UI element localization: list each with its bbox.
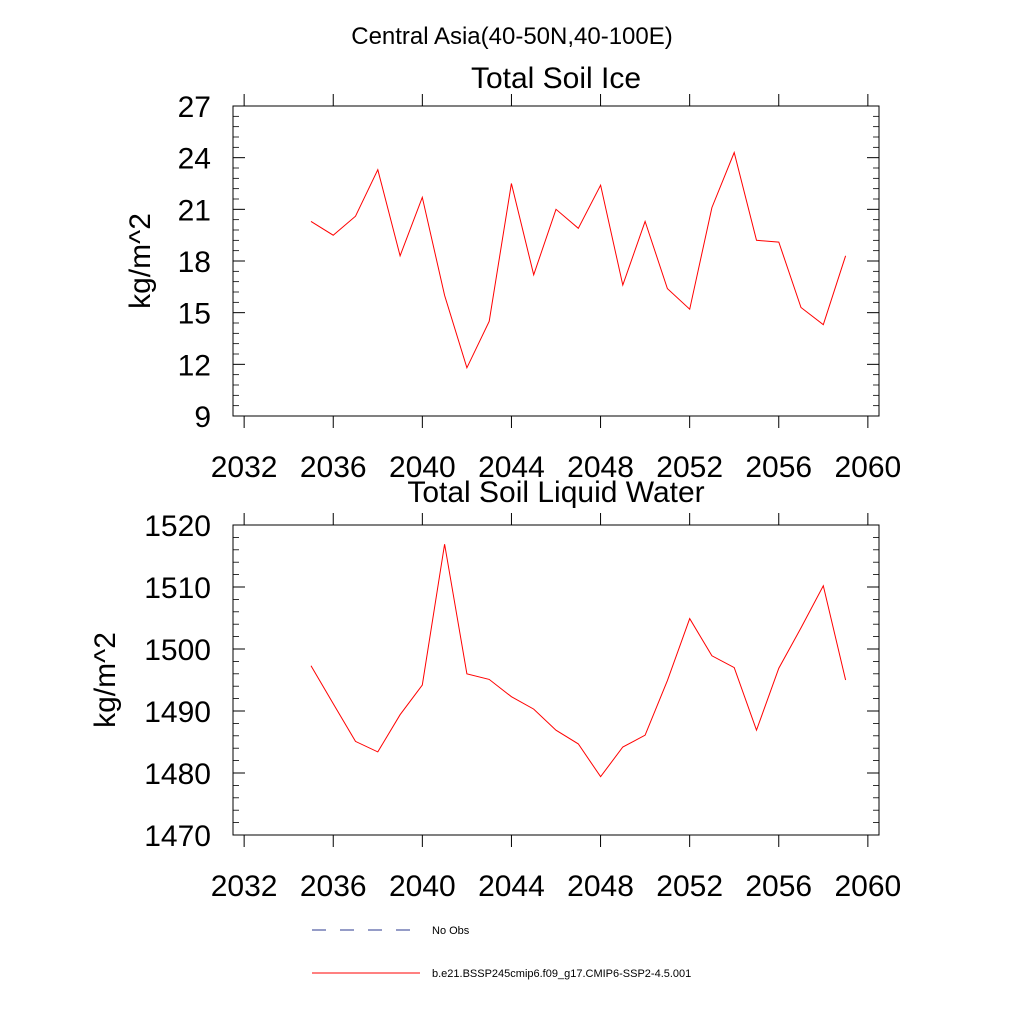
- x-tick-label: 2052: [656, 451, 723, 484]
- chart-title-total-soil-ice: Total Soil Ice: [471, 62, 641, 95]
- x-tick-label: 2036: [300, 451, 367, 484]
- figure-suptitle: Central Asia(40-50N,40-100E): [351, 23, 673, 50]
- y-tick-label: 1500: [144, 634, 211, 667]
- y-tick-label: 9: [194, 401, 211, 434]
- x-tick-label: 2060: [834, 870, 901, 903]
- y-tick-label: 1520: [144, 510, 211, 543]
- y-tick-label: 15: [178, 298, 211, 331]
- x-tick-label: 2044: [478, 870, 545, 903]
- x-tick-label: 2036: [300, 870, 367, 903]
- legend-model-label: b.e21.BSSP245cmip6.f09_g17.CMIP6-SSP2-4.…: [432, 968, 691, 980]
- x-tick-label: 2032: [211, 870, 278, 903]
- y-tick-label: 1510: [144, 572, 211, 605]
- x-tick-label: 2044: [478, 451, 545, 484]
- series-line-total-soil-ice: [310, 150, 847, 370]
- y-tick-label: 21: [178, 194, 211, 227]
- series-line-total-soil-liquid-water: [310, 544, 847, 778]
- y-tick-label: 1490: [144, 696, 211, 729]
- x-tick-label: 2060: [834, 451, 901, 484]
- x-tick-label: 2032: [211, 451, 278, 484]
- x-tick-label: 2040: [389, 870, 456, 903]
- x-tick-label: 2052: [656, 870, 723, 903]
- y-tick-label: 12: [178, 349, 211, 382]
- panel-total-soil-liquid-water: Total Soil Liquid Water kg/m^2 1470 1480 149…: [89, 476, 901, 903]
- x-tick-label: 2056: [745, 870, 812, 903]
- x-tick-label: 2056: [745, 451, 812, 484]
- y-tick-label: 1470: [144, 820, 211, 853]
- y-tick-label: 18: [178, 246, 211, 279]
- plot-frame-total-soil-ice: [232, 105, 880, 417]
- x-tick-label: 2040: [389, 451, 456, 484]
- x-tick-label: 2048: [567, 870, 634, 903]
- y-tick-label: 1480: [144, 758, 211, 791]
- y-axis-label-total-soil-liquid-water: kg/m^2: [89, 632, 122, 728]
- plot-frame-total-soil-liquid-water: [232, 524, 880, 836]
- panel-total-soil-ice: Total Soil Ice kg/m^2 9 12 15 18 21 24 27 2032 203…: [124, 62, 901, 484]
- x-tick-label: 2048: [567, 451, 634, 484]
- y-tick-label: 24: [178, 143, 211, 176]
- y-tick-label: 27: [178, 91, 211, 124]
- y-axis-label-total-soil-ice: kg/m^2: [124, 213, 157, 309]
- legend-obs-label: No Obs: [432, 925, 470, 937]
- legend: No Obs b.e21.BSSP245cmip6.f09_g17.CMIP6-…: [312, 925, 691, 980]
- chart-title-total-soil-liquid-water: Total Soil Liquid Water: [407, 476, 704, 509]
